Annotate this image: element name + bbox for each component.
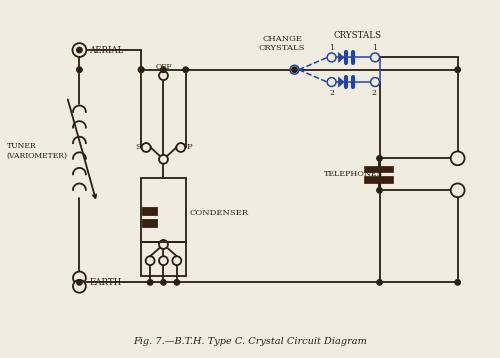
Bar xyxy=(143,208,157,215)
Text: CONDENSER: CONDENSER xyxy=(190,209,249,217)
Circle shape xyxy=(76,280,82,285)
Circle shape xyxy=(290,65,299,74)
Circle shape xyxy=(370,78,380,87)
Circle shape xyxy=(455,280,460,285)
Circle shape xyxy=(292,67,297,72)
Text: CHANGE
CRYSTALS: CHANGE CRYSTALS xyxy=(259,35,306,53)
Circle shape xyxy=(159,71,168,80)
Circle shape xyxy=(455,67,460,72)
Circle shape xyxy=(138,67,144,72)
Text: OFF: OFF xyxy=(156,63,172,71)
Circle shape xyxy=(159,240,168,249)
Text: 1: 1 xyxy=(372,44,376,52)
Text: EARTH: EARTH xyxy=(90,278,122,287)
Circle shape xyxy=(183,67,188,72)
Circle shape xyxy=(377,188,382,193)
Text: 2: 2 xyxy=(372,89,376,97)
Text: TUNER
(VARIOMETER): TUNER (VARIOMETER) xyxy=(6,142,68,160)
Circle shape xyxy=(327,78,336,87)
Circle shape xyxy=(142,143,150,152)
Circle shape xyxy=(159,256,168,265)
Polygon shape xyxy=(338,77,344,87)
Circle shape xyxy=(370,53,380,62)
Circle shape xyxy=(327,53,336,62)
Text: CRYSTALS: CRYSTALS xyxy=(334,31,382,40)
Text: 2: 2 xyxy=(329,89,334,97)
Polygon shape xyxy=(338,53,344,62)
Circle shape xyxy=(161,280,166,285)
Circle shape xyxy=(76,67,82,72)
Circle shape xyxy=(73,271,86,284)
Circle shape xyxy=(176,143,185,152)
Text: TELEPHONES: TELEPHONES xyxy=(324,170,384,178)
Bar xyxy=(364,166,394,172)
Circle shape xyxy=(148,280,153,285)
Circle shape xyxy=(377,280,382,285)
Circle shape xyxy=(450,183,464,197)
Text: 1: 1 xyxy=(329,44,334,52)
Circle shape xyxy=(172,256,182,265)
Bar xyxy=(364,176,394,183)
Circle shape xyxy=(450,151,464,165)
Circle shape xyxy=(138,67,144,72)
Bar xyxy=(143,220,157,227)
Circle shape xyxy=(174,280,180,285)
Circle shape xyxy=(72,43,86,57)
Text: Fig. 7.—B.T.H. Type C. Crystal Circuit Diagram: Fig. 7.—B.T.H. Type C. Crystal Circuit D… xyxy=(133,337,367,346)
Bar xyxy=(141,178,186,242)
Circle shape xyxy=(76,47,82,53)
Circle shape xyxy=(161,67,166,72)
Bar xyxy=(141,242,186,276)
Text: P: P xyxy=(186,142,192,150)
Circle shape xyxy=(377,156,382,161)
Circle shape xyxy=(73,280,86,293)
Text: AERIAL: AERIAL xyxy=(90,45,124,54)
Text: S: S xyxy=(136,142,141,150)
Circle shape xyxy=(146,256,154,265)
Circle shape xyxy=(159,155,168,164)
